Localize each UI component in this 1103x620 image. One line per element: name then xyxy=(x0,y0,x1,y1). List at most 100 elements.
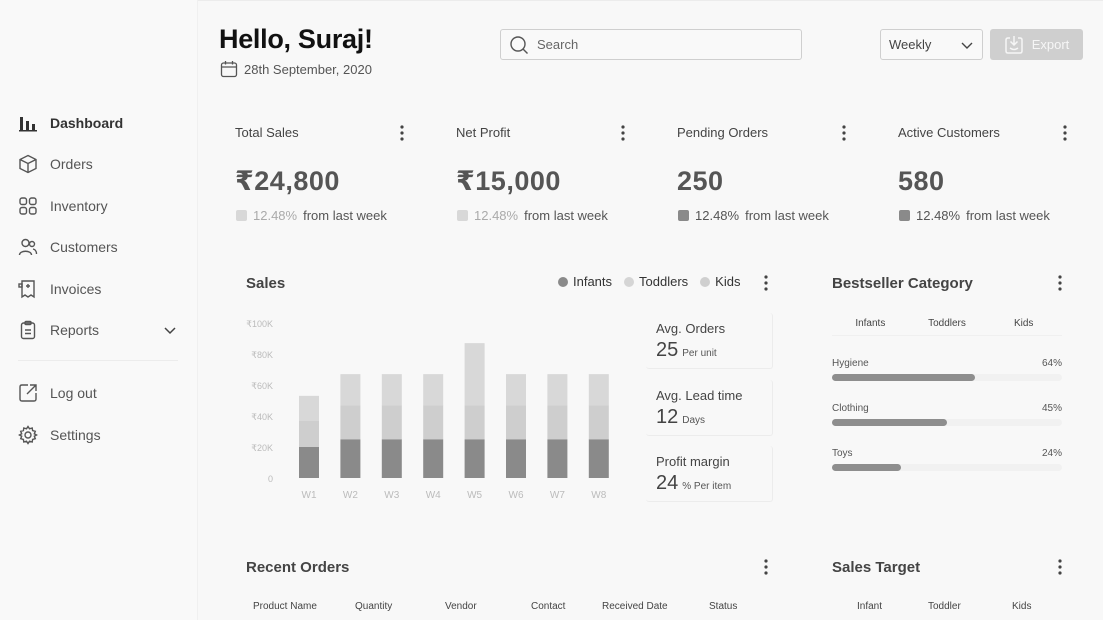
grid-icon xyxy=(19,197,37,215)
bar-segment-kids xyxy=(423,374,444,406)
stat-change-pct: 12.48% xyxy=(916,208,961,223)
bar-segment-kids xyxy=(464,343,485,406)
sidebar-item-settings[interactable]: Settings xyxy=(18,423,101,447)
tab-infant[interactable]: Infant xyxy=(857,601,883,612)
legend-label: Toddlers xyxy=(639,274,689,289)
sidebar-divider xyxy=(18,360,178,361)
stat-change-pct: 12.48% xyxy=(253,208,298,223)
chevron-down-icon xyxy=(961,42,973,49)
progress-track xyxy=(832,464,1062,471)
period-select[interactable]: Weekly xyxy=(880,29,983,60)
sidebar: Dashboard Orders Inventory Customers Inv… xyxy=(0,0,198,620)
category-name: Toys xyxy=(832,448,853,459)
bar-segment-toddlers xyxy=(299,420,319,447)
tab-kids[interactable]: Kids xyxy=(1012,601,1032,612)
y-tick-label: 0 xyxy=(268,474,273,484)
sidebar-item-label: Log out xyxy=(50,385,97,401)
search-input[interactable] xyxy=(537,37,787,52)
sidebar-item-label: Customers xyxy=(50,239,118,255)
bar-segment-infants xyxy=(423,439,444,478)
metric-unit: Days xyxy=(682,415,706,426)
legend-item-infants: Infants xyxy=(558,274,612,289)
bar-segment-toddlers xyxy=(464,405,485,440)
column-header[interactable]: Status xyxy=(709,601,738,612)
more-vertical-icon[interactable] xyxy=(762,558,770,576)
export-button[interactable]: Export xyxy=(990,29,1083,60)
metric-value: 25 Per unit xyxy=(656,339,717,362)
tab-kids[interactable]: Kids xyxy=(1013,318,1034,329)
sales-bar-chart: 0 ₹20K ₹40K ₹60K ₹80K ₹100K W1 W2 W3 W4 W5 W6 W7 W8 xyxy=(246,319,609,501)
x-tick-label: W2 xyxy=(343,490,358,501)
stat-label: Pending Orders xyxy=(677,125,769,140)
x-tick-label: W6 xyxy=(509,490,524,501)
bar-chart-icon xyxy=(19,117,37,132)
legend-swatch xyxy=(624,276,635,287)
sidebar-item-label: Settings xyxy=(50,427,101,443)
more-vertical-icon[interactable] xyxy=(762,274,770,292)
sales-legend: Infants Toddlers Kids xyxy=(558,274,740,289)
stat-value: 250 xyxy=(677,166,724,196)
tab-toddler[interactable]: Toddler xyxy=(928,601,961,612)
sidebar-item-reports[interactable]: Reports xyxy=(18,318,99,342)
sidebar-item-inventory[interactable]: Inventory xyxy=(18,194,108,218)
bar-segment-kids xyxy=(381,374,402,406)
sidebar-item-logout[interactable]: Log out xyxy=(18,381,97,405)
metric-value: 24% Per item xyxy=(656,472,731,495)
column-header[interactable]: Contact xyxy=(531,601,566,612)
sidebar-item-orders[interactable]: Orders xyxy=(18,152,93,176)
legend-item-toddlers: Toddlers xyxy=(624,274,688,289)
bar-segment-infants xyxy=(464,439,485,478)
bar-segment-kids xyxy=(299,395,319,421)
column-header[interactable]: Product Name xyxy=(253,601,317,612)
progress-fill xyxy=(832,419,947,426)
x-tick-label: W5 xyxy=(467,490,482,501)
category-pct: 64% xyxy=(1041,358,1062,369)
bar-segment-toddlers xyxy=(506,405,526,440)
sidebar-item-label: Inventory xyxy=(50,198,108,214)
metric-number: 25 xyxy=(656,339,679,361)
legend-item-kids: Kids xyxy=(700,274,740,289)
more-vertical-icon[interactable] xyxy=(398,124,406,142)
legend-label: Kids xyxy=(715,274,741,289)
search-box[interactable] xyxy=(500,29,802,60)
bar-segment-toddlers xyxy=(588,405,609,440)
sales-title: Sales xyxy=(246,275,286,292)
sidebar-item-customers[interactable]: Customers xyxy=(18,235,118,259)
bar-segment-toddlers xyxy=(547,405,568,440)
trend-icon xyxy=(678,210,689,221)
sidebar-item-dashboard[interactable]: Dashboard xyxy=(18,111,123,135)
tab-infants[interactable]: Infants xyxy=(855,318,886,329)
recent-orders-title: Recent Orders xyxy=(246,559,350,576)
y-tick-label: ₹20K xyxy=(251,443,273,453)
metric-title: Profit margin xyxy=(656,454,730,469)
bar-segment-infants xyxy=(588,439,609,478)
more-vertical-icon[interactable] xyxy=(1056,558,1064,576)
box-icon xyxy=(19,154,37,174)
column-header[interactable]: Received Date xyxy=(602,601,668,612)
bestseller-title: Bestseller Category xyxy=(832,275,973,292)
trend-icon xyxy=(236,210,247,221)
more-vertical-icon[interactable] xyxy=(1061,124,1069,142)
more-vertical-icon[interactable] xyxy=(840,124,848,142)
logout-icon xyxy=(19,384,37,402)
column-header[interactable]: Quantity xyxy=(355,601,393,612)
sidebar-item-invoices[interactable]: Invoices xyxy=(18,277,101,301)
more-vertical-icon[interactable] xyxy=(619,124,627,142)
bar-segment-toddlers xyxy=(381,405,402,440)
column-header[interactable]: Vendor xyxy=(445,601,477,612)
bar-segment-kids xyxy=(547,374,568,406)
y-tick-label: ₹80K xyxy=(251,350,273,360)
x-tick-label: W7 xyxy=(550,490,565,501)
category-pct: 45% xyxy=(1041,403,1062,414)
category-pct: 24% xyxy=(1041,448,1062,459)
metric-title: Avg. Lead time xyxy=(656,388,743,403)
x-tick-label: W8 xyxy=(591,490,606,501)
category-name: Clothing xyxy=(832,403,869,414)
stat-change: 12.48% from last week xyxy=(236,208,387,223)
chevron-down-icon[interactable] xyxy=(162,322,178,338)
stat-label: Total Sales xyxy=(235,125,299,140)
bar-segment-kids xyxy=(588,374,609,406)
stat-change-suffix: from last week xyxy=(966,208,1050,223)
more-vertical-icon[interactable] xyxy=(1056,274,1064,292)
tab-toddlers[interactable]: Toddlers xyxy=(928,318,966,329)
